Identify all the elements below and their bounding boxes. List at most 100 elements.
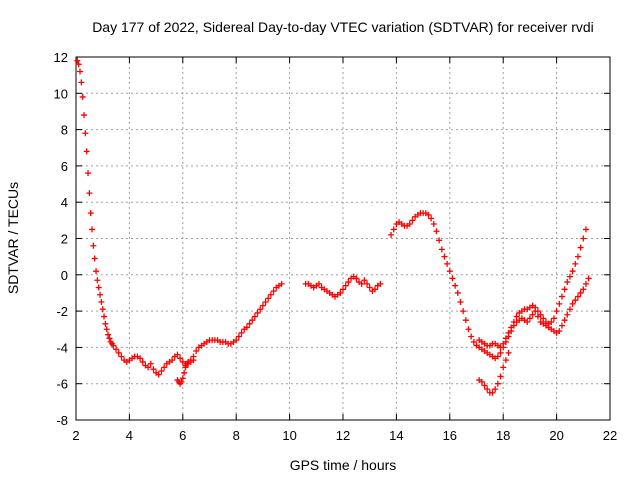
data-point <box>497 373 504 380</box>
data-point <box>582 226 589 233</box>
data-point <box>190 357 197 364</box>
x-tick-label: 16 <box>443 428 457 443</box>
data-point <box>556 300 563 307</box>
data-point <box>364 280 371 287</box>
data-point <box>85 170 92 177</box>
plot-area-border <box>75 56 611 421</box>
data-point <box>388 231 395 238</box>
data-point <box>182 364 189 371</box>
x-axis-label: GPS time / hours <box>290 457 397 473</box>
data-point <box>106 335 113 342</box>
data-point <box>494 353 501 360</box>
data-point <box>454 289 461 296</box>
data-point <box>569 300 576 307</box>
data-point <box>537 311 544 318</box>
data-point <box>79 93 86 100</box>
x-tick-label: 12 <box>336 428 350 443</box>
data-point <box>468 333 475 340</box>
x-tick-label: 2 <box>72 428 79 443</box>
grid <box>76 57 610 420</box>
data-point <box>582 280 589 287</box>
series-segment-1-dip <box>174 357 197 387</box>
data-point <box>353 275 360 282</box>
data-point <box>540 315 547 322</box>
data-point <box>243 324 250 331</box>
data-point <box>460 308 467 315</box>
y-axis-label: SDTVAR / TECUs <box>5 182 21 294</box>
data-point <box>457 299 464 306</box>
y-tick-label: 6 <box>61 159 68 174</box>
series-segment-3-dip <box>476 349 512 396</box>
data-point <box>150 366 157 373</box>
data-point <box>572 297 579 304</box>
y-tick-label: 0 <box>61 268 68 283</box>
data-point <box>494 380 501 387</box>
data-point <box>489 389 496 396</box>
data-point <box>87 210 94 217</box>
data-point <box>500 364 507 371</box>
data-point <box>179 375 186 382</box>
x-tick-label: 20 <box>549 428 563 443</box>
data-point <box>409 217 416 224</box>
data-point <box>137 355 144 362</box>
data-point <box>246 320 253 327</box>
data-point <box>556 328 563 335</box>
data-point <box>452 282 459 289</box>
y-tick-label: -8 <box>56 413 68 428</box>
data-point <box>366 284 373 291</box>
data-point <box>580 235 587 242</box>
x-tick-label: 14 <box>389 428 403 443</box>
data-point <box>524 318 531 325</box>
data-point <box>98 299 105 306</box>
data-point <box>566 273 573 280</box>
data-point <box>181 369 188 376</box>
data-point <box>430 220 437 227</box>
data-point <box>193 348 200 355</box>
data-point <box>574 253 581 260</box>
data-point <box>249 317 256 324</box>
data-point <box>78 79 85 86</box>
data-point <box>174 351 181 358</box>
data-point <box>254 309 261 316</box>
data-point <box>90 242 97 249</box>
data-point <box>497 349 504 356</box>
data-point <box>526 315 533 322</box>
data-point <box>492 386 499 393</box>
data-point <box>502 335 509 342</box>
data-point <box>372 286 379 293</box>
data-point <box>265 295 272 302</box>
data-point <box>449 275 456 282</box>
data-point <box>74 57 81 64</box>
series-segment-3 <box>388 210 592 362</box>
data-point <box>361 277 368 284</box>
data-point <box>169 357 176 364</box>
data-point <box>406 220 413 227</box>
x-tick-label: 8 <box>233 428 240 443</box>
data-point <box>510 318 517 325</box>
data-point <box>529 311 536 318</box>
data-point <box>81 112 88 119</box>
data-point <box>577 244 584 251</box>
data-point <box>505 329 512 336</box>
data-point <box>470 338 477 345</box>
data-point <box>550 315 557 322</box>
data-point <box>345 279 352 286</box>
data-point <box>102 320 109 327</box>
data-point <box>564 311 571 318</box>
data-point <box>91 255 98 262</box>
data-point <box>145 364 152 371</box>
data-point <box>139 358 146 365</box>
data-point <box>569 268 576 275</box>
data-point <box>513 313 520 320</box>
data-point <box>478 378 485 385</box>
data-point <box>441 253 448 260</box>
data-point <box>558 322 565 329</box>
data-point <box>377 280 384 287</box>
y-tick-label: 8 <box>61 123 68 138</box>
data-point <box>534 308 541 315</box>
data-point <box>497 344 504 351</box>
data-point <box>558 293 565 300</box>
y-tick-label: -6 <box>56 377 68 392</box>
y-tick-label: 2 <box>61 232 68 247</box>
